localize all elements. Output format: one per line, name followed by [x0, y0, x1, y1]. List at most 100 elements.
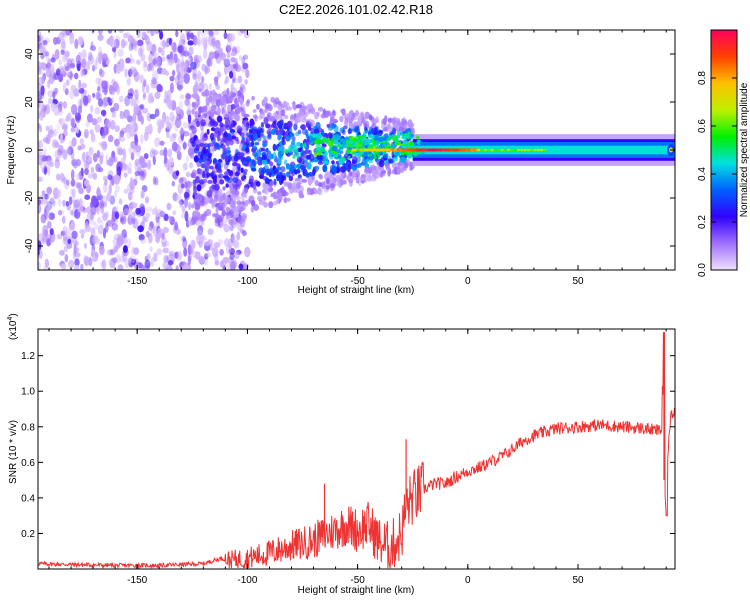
heatmap-cell	[190, 61, 197, 70]
heatmap-cell	[70, 118, 75, 128]
y-tick-label: 20	[24, 96, 35, 108]
heatmap-cell	[183, 73, 190, 84]
heatmap-cell	[300, 150, 307, 159]
x-tick-label: -100	[237, 276, 257, 287]
heatmap-peak-cell	[513, 148, 517, 152]
heatmap-cell	[183, 131, 190, 137]
heatmap-cell	[256, 103, 260, 110]
heatmap-cell	[167, 60, 174, 66]
heatmap-cell	[75, 54, 81, 65]
heatmap-peak-cell	[375, 148, 379, 152]
heatmap-cell	[224, 113, 230, 118]
heatmap-cell	[196, 55, 203, 63]
heatmap-peak-cell	[359, 148, 363, 152]
heatmap-cell	[194, 201, 198, 206]
heatmap-cell	[137, 111, 143, 122]
heatmap-cell	[140, 190, 145, 199]
heatmap-peak-cell	[417, 148, 422, 152]
heatmap-cell	[90, 206, 97, 216]
heatmap-cell	[117, 148, 124, 156]
heatmap-cell	[139, 264, 146, 270]
heatmap-cell	[57, 144, 64, 154]
heatmap-cell	[292, 154, 296, 159]
heatmap-cell	[243, 171, 247, 176]
heatmap-cell	[84, 224, 92, 233]
heatmap-cell	[332, 110, 337, 117]
heatmap-cell	[180, 183, 185, 189]
heatmap-cell	[182, 162, 188, 171]
heatmap-cell	[83, 179, 90, 187]
heatmap-cell	[390, 142, 397, 149]
heatmap-cell	[150, 257, 155, 267]
heatmap-cell	[71, 230, 78, 239]
heatmap-cell	[217, 57, 222, 64]
heatmap-cell	[263, 188, 269, 195]
heatmap-cell	[200, 213, 206, 221]
heatmap-cell	[255, 181, 261, 187]
heatmap-cell	[101, 53, 108, 63]
heatmap-cell	[229, 33, 236, 42]
heatmap-cell	[265, 123, 271, 129]
heatmap-cell	[200, 235, 208, 241]
heatmap-cell	[249, 175, 254, 183]
heatmap-cell	[294, 169, 301, 174]
heatmap-peak-cell	[383, 148, 387, 152]
heatmap-cell	[123, 172, 128, 178]
heatmap-cell	[217, 101, 223, 106]
heatmap-peak-cell	[543, 148, 547, 152]
heatmap-cell	[60, 30, 67, 37]
heatmap-cell	[282, 133, 286, 140]
heatmap-cell	[112, 237, 118, 245]
heatmap-cell	[280, 166, 286, 173]
heatmap-cell	[225, 75, 229, 84]
heatmap-cell	[45, 125, 50, 131]
heatmap-cell	[64, 254, 69, 263]
heatmap-cell	[54, 49, 60, 60]
heatmap-cell	[83, 128, 89, 139]
heatmap-cell	[38, 91, 42, 102]
heatmap-cell	[270, 123, 276, 128]
heatmap-cell	[239, 83, 245, 91]
heatmap-cell	[364, 126, 368, 131]
heatmap-cell	[38, 69, 43, 75]
heatmap-cell	[58, 118, 63, 125]
heatmap-cell	[73, 199, 80, 209]
heatmap-cell	[370, 164, 376, 172]
heatmap-cell	[74, 112, 81, 121]
heatmap-cell	[43, 266, 48, 270]
heatmap-peak-cell	[480, 148, 484, 152]
heatmap-cell	[41, 75, 45, 85]
heatmap-cell	[223, 131, 228, 139]
heatmap-cell	[391, 117, 397, 124]
heatmap-cell	[218, 189, 223, 197]
heatmap-cell	[292, 102, 296, 111]
heatmap-cell	[368, 114, 373, 121]
heatmap-cell	[184, 98, 188, 107]
heatmap-cell	[313, 152, 317, 157]
heatmap-cell	[194, 79, 199, 89]
heatmap-cell	[184, 59, 188, 70]
heatmap-cell	[107, 174, 113, 181]
heatmap-cell	[134, 89, 139, 100]
chart-title: C2E2.2026.101.02.42.R18	[279, 2, 433, 17]
heatmap-cell	[60, 49, 65, 55]
heatmap-cell	[401, 135, 407, 139]
heatmap-cell	[340, 157, 347, 162]
heatmap-cell	[330, 116, 335, 124]
heatmap-cell	[352, 112, 356, 118]
heatmap-cell	[107, 134, 114, 143]
heatmap-cell	[287, 197, 291, 202]
heatmap-cell	[238, 55, 243, 61]
heatmap-cell	[259, 147, 264, 153]
heatmap-cell	[115, 64, 121, 74]
heatmap-cell	[200, 154, 204, 160]
heatmap-cell	[103, 85, 108, 96]
heatmap-cell	[107, 190, 111, 201]
heatmap-cell	[245, 147, 250, 153]
heatmap-cell	[241, 214, 247, 223]
heatmap-cell	[130, 98, 136, 107]
heatmap-cell	[48, 63, 55, 72]
heatmap-cell	[348, 140, 354, 145]
heatmap-cell	[207, 179, 213, 184]
heatmap-cell	[40, 213, 47, 224]
